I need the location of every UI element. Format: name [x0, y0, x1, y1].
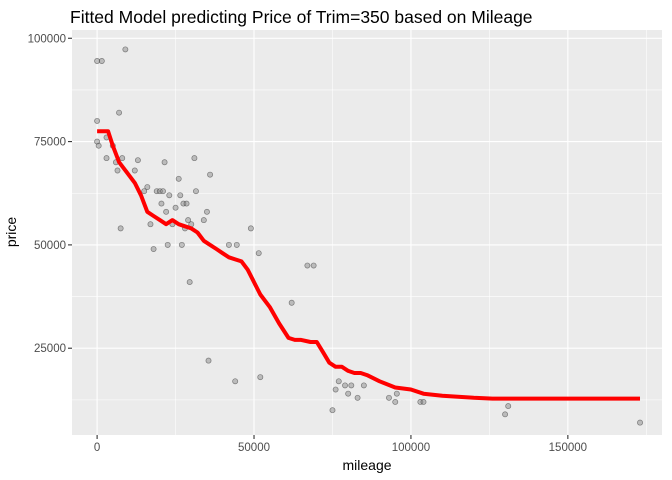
- data-point: [150, 246, 157, 252]
- data-point: [134, 157, 141, 164]
- data-point: [141, 188, 148, 195]
- plot-panel: [72, 30, 662, 435]
- data-point: [103, 155, 110, 162]
- data-point: [177, 192, 184, 199]
- data-point: [119, 155, 126, 162]
- data-point: [225, 241, 232, 248]
- scatter-points: [94, 46, 643, 426]
- data-point: [505, 403, 512, 410]
- x-tick-label: 100000: [392, 442, 430, 454]
- data-point: [386, 394, 392, 401]
- data-point: [172, 204, 179, 211]
- data-point: [186, 279, 193, 286]
- data-point: [329, 407, 336, 414]
- data-point: [205, 357, 212, 364]
- data-point: [161, 159, 168, 166]
- data-point: [417, 398, 424, 405]
- data-point: [304, 262, 311, 269]
- x-tick-label: 50000: [238, 442, 270, 454]
- data-point: [114, 167, 121, 174]
- data-point: [310, 262, 317, 269]
- data-point: [163, 208, 170, 215]
- data-point: [348, 382, 355, 389]
- chart-title: Fitted Model predicting Price of Trim=35…: [70, 7, 533, 27]
- data-point: [175, 175, 182, 182]
- data-point: [203, 208, 210, 215]
- data-point: [207, 171, 214, 178]
- data-point: [158, 200, 165, 207]
- data-point: [345, 390, 352, 397]
- data-point: [354, 394, 361, 401]
- data-point: [200, 217, 207, 224]
- data-point: [144, 184, 151, 190]
- data-point: [233, 241, 240, 248]
- data-point: [153, 188, 160, 195]
- data-point: [502, 411, 509, 418]
- data-point: [247, 225, 254, 232]
- data-point: [257, 374, 264, 381]
- fitted-line: [97, 129, 640, 401]
- y-tick-label: 100000: [28, 33, 66, 45]
- data-point: [178, 241, 185, 248]
- y-axis-title: price: [3, 217, 19, 248]
- data-point: [147, 221, 154, 228]
- data-point: [160, 188, 166, 195]
- data-point: [156, 188, 163, 195]
- data-point: [94, 58, 101, 64]
- y-tick-label: 50000: [34, 240, 66, 252]
- data-point: [288, 299, 295, 306]
- minor-gridlines: [72, 30, 662, 435]
- x-axis-ticks: 0 50000 100000 150000: [94, 435, 587, 454]
- data-point: [164, 241, 171, 248]
- data-point: [98, 58, 105, 64]
- data-point: [116, 109, 123, 116]
- data-point: [392, 398, 399, 405]
- data-point: [166, 192, 173, 199]
- major-gridlines: [72, 30, 662, 435]
- x-tick-label: 150000: [549, 442, 587, 454]
- data-point: [342, 382, 348, 389]
- data-point: [122, 46, 129, 53]
- data-point: [94, 117, 101, 124]
- y-tick-label: 75000: [34, 137, 66, 149]
- data-point: [332, 386, 339, 393]
- data-point: [232, 378, 239, 385]
- data-point: [95, 142, 102, 149]
- data-point: [255, 250, 262, 257]
- data-point: [183, 200, 190, 207]
- data-point: [420, 398, 427, 405]
- data-point: [335, 378, 342, 385]
- y-tick-label: 25000: [34, 343, 66, 355]
- fitted-line-group: [97, 129, 640, 401]
- data-point: [393, 390, 400, 397]
- data-point: [180, 200, 187, 207]
- data-point: [131, 167, 138, 174]
- x-tick-label: 0: [94, 442, 100, 454]
- data-point: [117, 225, 124, 232]
- x-axis-title: mileage: [342, 457, 391, 473]
- data-point: [185, 217, 192, 224]
- data-point: [360, 382, 367, 389]
- data-point: [637, 419, 643, 426]
- data-point: [193, 188, 199, 195]
- y-axis-ticks: 25000 50000 75000 100000: [28, 33, 72, 355]
- data-point: [191, 155, 198, 162]
